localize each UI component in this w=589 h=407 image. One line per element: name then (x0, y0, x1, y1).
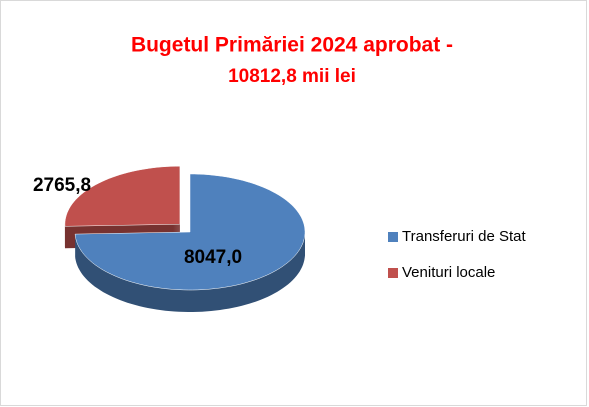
legend-swatch (388, 268, 398, 278)
pie-slice (64, 165, 181, 227)
data-label: 2765,8 (33, 175, 91, 196)
data-label: 8047,0 (184, 247, 242, 268)
legend-label: Venituri locale (402, 264, 495, 281)
chart-title: 10812,8 mii lei (228, 66, 356, 87)
pie-slice (74, 173, 306, 291)
legend-swatch (388, 232, 398, 242)
chart-title: Bugetul Primăriei 2024 aprobat - (131, 34, 453, 57)
legend-label: Transferuri de Stat (402, 228, 526, 245)
